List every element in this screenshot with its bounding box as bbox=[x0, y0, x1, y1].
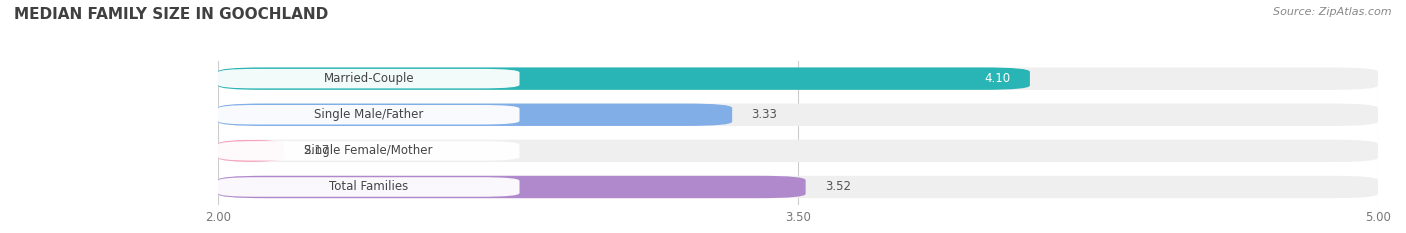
Text: Source: ZipAtlas.com: Source: ZipAtlas.com bbox=[1274, 7, 1392, 17]
Text: Single Male/Father: Single Male/Father bbox=[314, 108, 423, 121]
FancyBboxPatch shape bbox=[218, 176, 1378, 198]
FancyBboxPatch shape bbox=[218, 177, 520, 197]
Text: Total Families: Total Families bbox=[329, 181, 408, 193]
FancyBboxPatch shape bbox=[218, 105, 520, 124]
FancyBboxPatch shape bbox=[218, 141, 520, 161]
FancyBboxPatch shape bbox=[218, 103, 1378, 126]
FancyBboxPatch shape bbox=[218, 67, 1378, 90]
FancyBboxPatch shape bbox=[218, 176, 806, 198]
FancyBboxPatch shape bbox=[218, 140, 1378, 162]
FancyBboxPatch shape bbox=[218, 140, 284, 162]
FancyBboxPatch shape bbox=[218, 69, 520, 88]
FancyBboxPatch shape bbox=[218, 67, 1029, 90]
Text: 3.33: 3.33 bbox=[751, 108, 778, 121]
Text: MEDIAN FAMILY SIZE IN GOOCHLAND: MEDIAN FAMILY SIZE IN GOOCHLAND bbox=[14, 7, 329, 22]
Text: Married-Couple: Married-Couple bbox=[323, 72, 413, 85]
Text: 3.52: 3.52 bbox=[825, 181, 851, 193]
Text: Single Female/Mother: Single Female/Mother bbox=[305, 144, 433, 157]
Text: 4.10: 4.10 bbox=[984, 72, 1011, 85]
Text: 2.17: 2.17 bbox=[302, 144, 329, 157]
FancyBboxPatch shape bbox=[218, 103, 733, 126]
